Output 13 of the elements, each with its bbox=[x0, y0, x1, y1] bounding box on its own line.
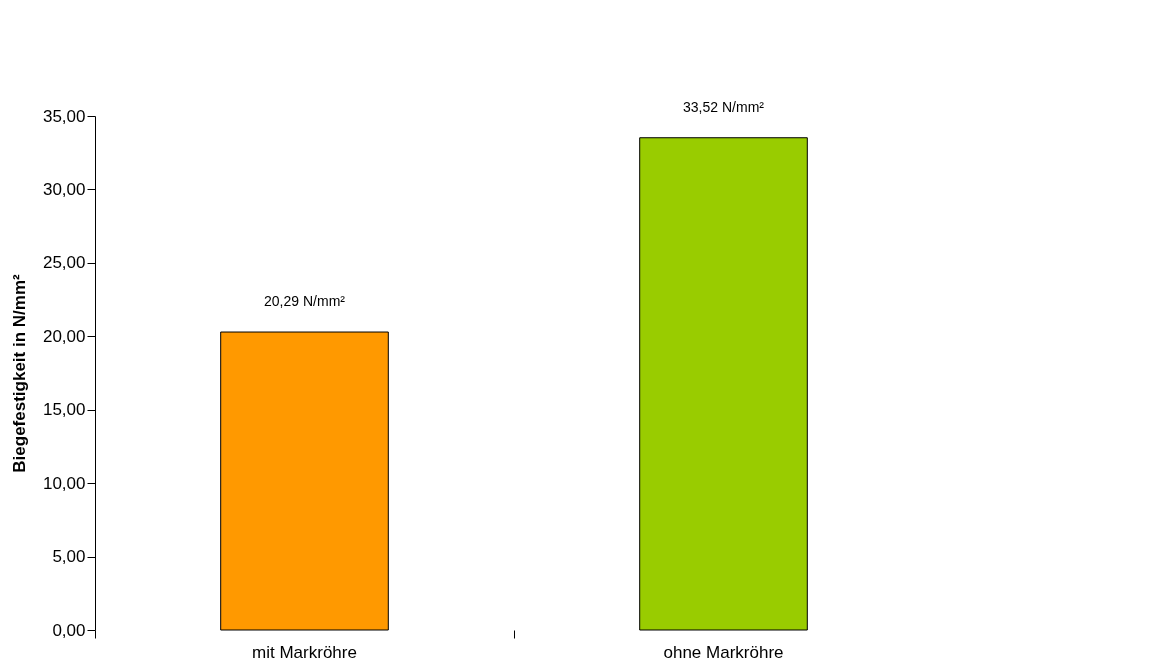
y-tick-label: 0,00 bbox=[52, 620, 86, 640]
x-tick-label: ohne Markröhre bbox=[663, 642, 784, 662]
y-tick-label: 20,00 bbox=[42, 326, 86, 346]
y-tick-label: 10,00 bbox=[42, 473, 86, 493]
y-tick-label: 25,00 bbox=[42, 253, 86, 273]
x-tick-label: mit Markröhre bbox=[252, 642, 357, 662]
y-axis-title: Biegefestigkeit in N/mm² bbox=[9, 273, 29, 473]
y-tick-label: 30,00 bbox=[42, 179, 86, 199]
y-tick-label: 15,00 bbox=[42, 400, 86, 420]
y-tick-label: 5,00 bbox=[52, 547, 86, 567]
data-label: 33,52 N/mm² bbox=[683, 98, 765, 115]
y-tick-label: 35,00 bbox=[42, 106, 86, 126]
data-label: 20,29 N/mm² bbox=[264, 293, 346, 310]
